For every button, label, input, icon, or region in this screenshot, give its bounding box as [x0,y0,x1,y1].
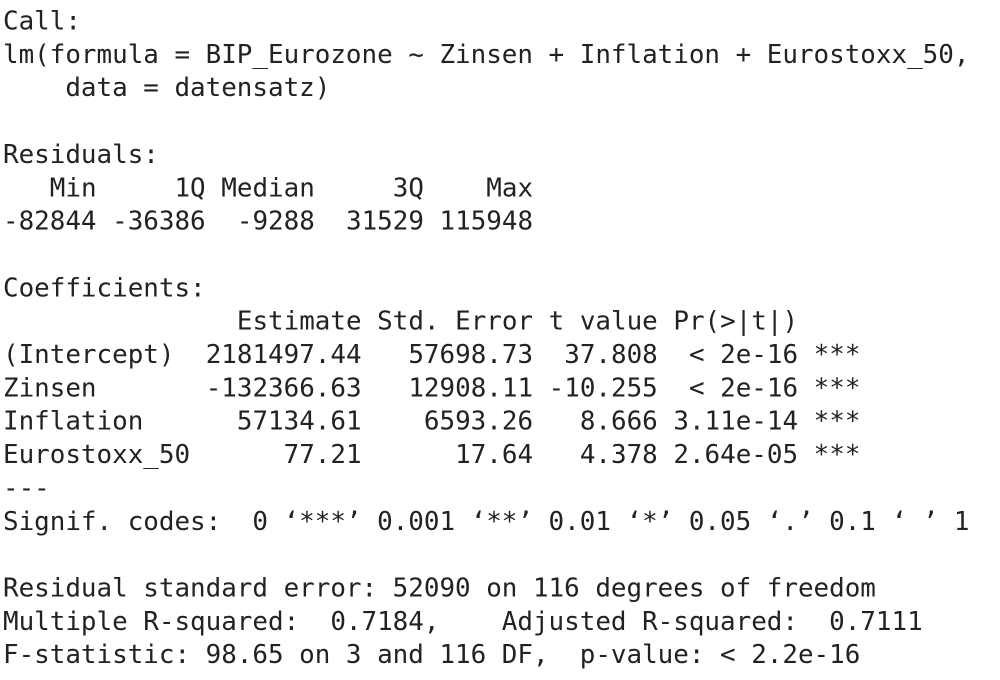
coef-name: Zinsen [3,373,97,403]
residual-value: 115948 [440,207,534,237]
coef-cell: -132366.63 [206,373,362,403]
call-line: lm(formula = BIP_Eurozone ~ Zinsen + Inf… [3,40,969,70]
summary-line: Multiple R-squared: 0.7184, Adjusted R-s… [3,607,923,637]
coef-header: t value [549,307,658,337]
residual-header: 1Q [174,173,205,203]
summary-line: Residual standard error: 52090 on 116 de… [3,573,876,603]
residual-value: -82844 [3,207,97,237]
residual-value: -36386 [112,207,206,237]
coef-name: Eurostoxx_50 [3,440,190,470]
coef-header: Std. Error [377,307,533,337]
coef-cell: 2181497.44 [206,340,362,370]
signif-stars: *** [814,340,861,370]
coef-cell: 57698.73 [408,340,533,370]
signif-stars: *** [814,440,861,470]
summary-line: F-statistic: 98.65 on 3 and 116 DF, p-va… [3,640,860,670]
coef-header: Estimate [237,307,362,337]
coef-cell: 4.378 [580,440,658,470]
signif-stars: *** [814,407,861,437]
coef-cell: 77.21 [284,440,362,470]
signif-codes: Signif. codes: 0 ‘***’ 0.001 ‘**’ 0.01 ‘… [3,507,969,537]
coef-header: Pr(>|t|) [673,307,798,337]
coef-cell: 2.64e-05 [673,440,798,470]
coef-cell: < 2e-16 [689,340,798,370]
residual-header: Max [486,173,533,203]
coef-cell: 8.666 [580,407,658,437]
coef-name: Inflation [3,407,143,437]
residual-header: Median [221,173,315,203]
signif-stars: *** [814,373,861,403]
section-label: Call: [3,7,81,37]
coef-cell: -10.255 [549,373,658,403]
coef-cell: 17.64 [455,440,533,470]
coef-cell: 6593.26 [424,407,533,437]
coef-cell: 12908.11 [408,373,533,403]
separator: --- [3,473,50,503]
section-label: Residuals: [3,140,159,170]
coef-cell: 57134.61 [237,407,362,437]
call-line: data = datensatz) [3,73,330,103]
residual-header: 3Q [393,173,424,203]
coef-name: (Intercept) [3,340,174,370]
coef-cell: 37.808 [564,340,658,370]
coef-cell: < 2e-16 [689,373,798,403]
residual-header: Min [50,173,97,203]
residual-value: 31529 [346,207,424,237]
coef-cell: 3.11e-14 [673,407,798,437]
section-label: Coefficients: [3,273,206,303]
residual-value: -9288 [237,207,315,237]
